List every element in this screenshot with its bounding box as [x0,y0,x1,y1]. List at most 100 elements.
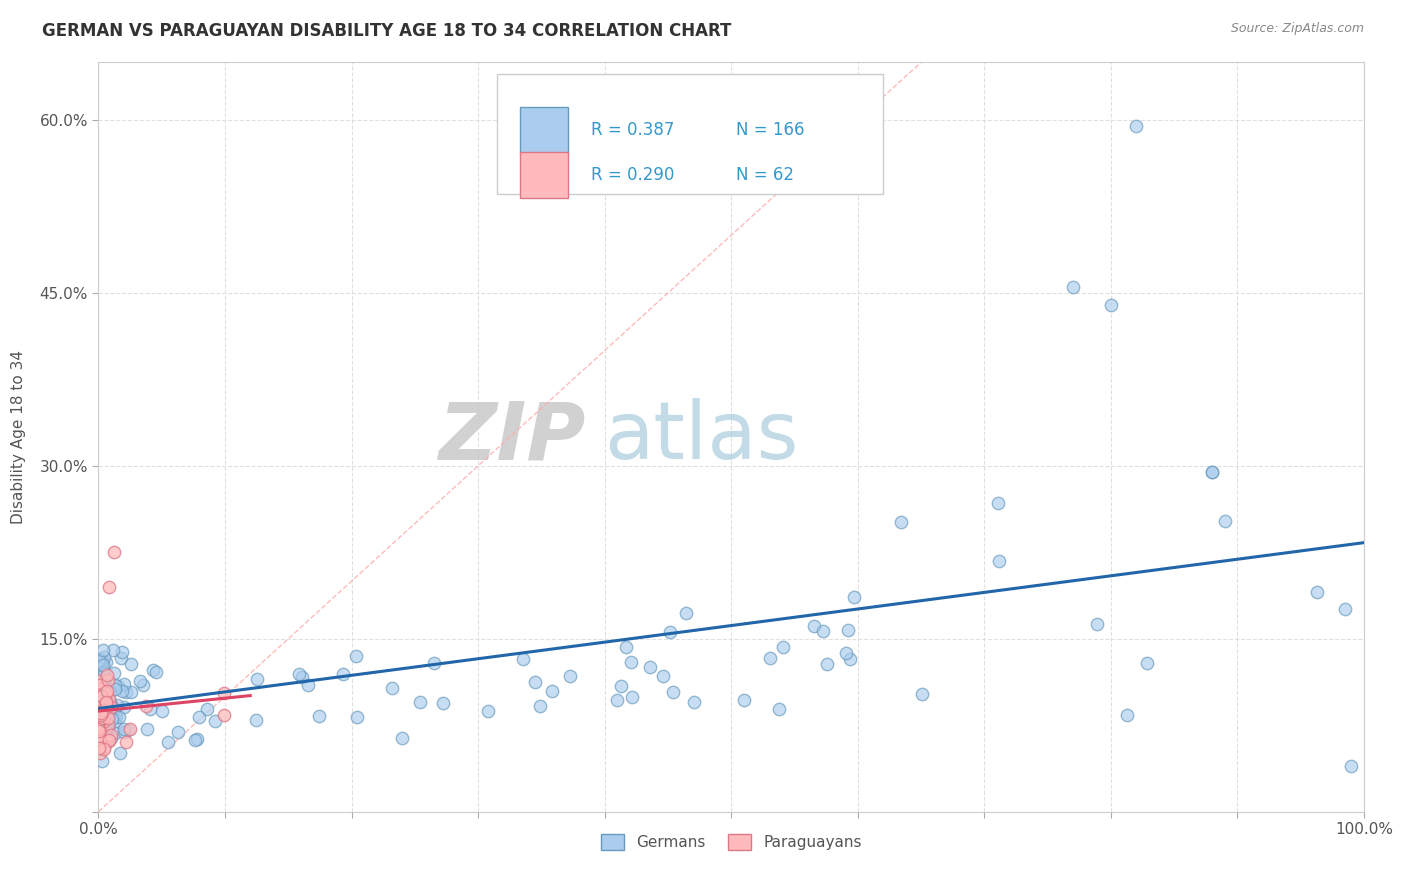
Point [89,688,111,702]
Point [87,678,110,692]
Point [614,640,637,654]
Point [110,650,132,665]
Point [87,653,110,667]
FancyBboxPatch shape [520,107,568,153]
Point [87,698,110,712]
Text: R = 0.290: R = 0.290 [591,166,673,184]
Point [346,710,368,724]
Point [87,739,110,754]
Point [100,728,122,742]
Point [409,695,432,709]
Text: atlas: atlas [605,398,799,476]
Point [246,673,269,687]
Point [89,678,111,692]
Point [98,682,121,697]
Point [89,697,111,711]
Point [89,655,111,669]
Point [651,669,673,683]
Point [103,545,125,559]
Point [97,715,120,730]
Point [89,705,111,719]
Point [131,678,153,692]
Point [432,696,454,710]
Point [98,698,121,713]
Point [675,606,697,620]
Point [120,657,142,672]
Point [89,705,111,719]
Point [91,657,114,671]
Point [115,735,138,749]
Point [91,690,114,705]
Point [87,707,110,722]
Point [93,742,115,756]
Point [288,667,311,681]
Point [90,706,112,720]
Point [108,709,131,723]
Point [89,694,111,708]
Point [103,702,125,716]
Point [94,722,117,736]
Point [91,703,114,717]
Point [91,681,114,696]
FancyBboxPatch shape [520,152,568,198]
Point [94,723,117,737]
Point [87,713,110,727]
Point [115,685,138,699]
Text: N = 166: N = 166 [737,121,804,139]
Point [89,723,111,738]
Point [89,707,111,722]
Point [118,722,141,736]
Point [87,714,110,728]
Y-axis label: Disability Age 18 to 34: Disability Age 18 to 34 [11,350,25,524]
Point [541,684,564,698]
Point [186,731,208,746]
Point [835,646,858,660]
Point [212,708,235,723]
Point [89,746,111,760]
Point [512,652,534,666]
Point [97,711,120,725]
Point [87,719,110,733]
Point [558,669,581,683]
Point [91,733,114,747]
Point [97,721,120,735]
Point [105,709,128,723]
Point [104,678,127,692]
Point [90,690,112,704]
Point [1099,297,1122,311]
Point [87,722,110,736]
Point [167,725,190,739]
Point [98,706,121,720]
Point [87,705,110,719]
Point [381,681,404,696]
Point [100,713,122,727]
Point [100,700,122,714]
Point [204,714,226,729]
Point [98,685,121,699]
Point [842,591,865,605]
Point [87,688,110,702]
Point [87,700,110,714]
Point [768,702,790,716]
Point [111,645,134,659]
Point [93,666,115,681]
Point [620,655,643,669]
Point [94,729,117,743]
Point [986,496,1008,510]
Point [94,683,117,698]
Point [90,690,112,705]
Point [90,680,112,694]
Point [94,696,117,710]
Point [89,718,111,732]
Point [839,652,862,666]
Point [662,685,685,699]
Point [136,722,159,736]
Point [87,691,110,706]
Point [89,698,111,713]
Point [212,686,235,700]
Point [524,674,547,689]
Point [145,665,167,679]
Point [120,685,142,699]
Point [112,677,135,691]
Point [87,706,110,720]
